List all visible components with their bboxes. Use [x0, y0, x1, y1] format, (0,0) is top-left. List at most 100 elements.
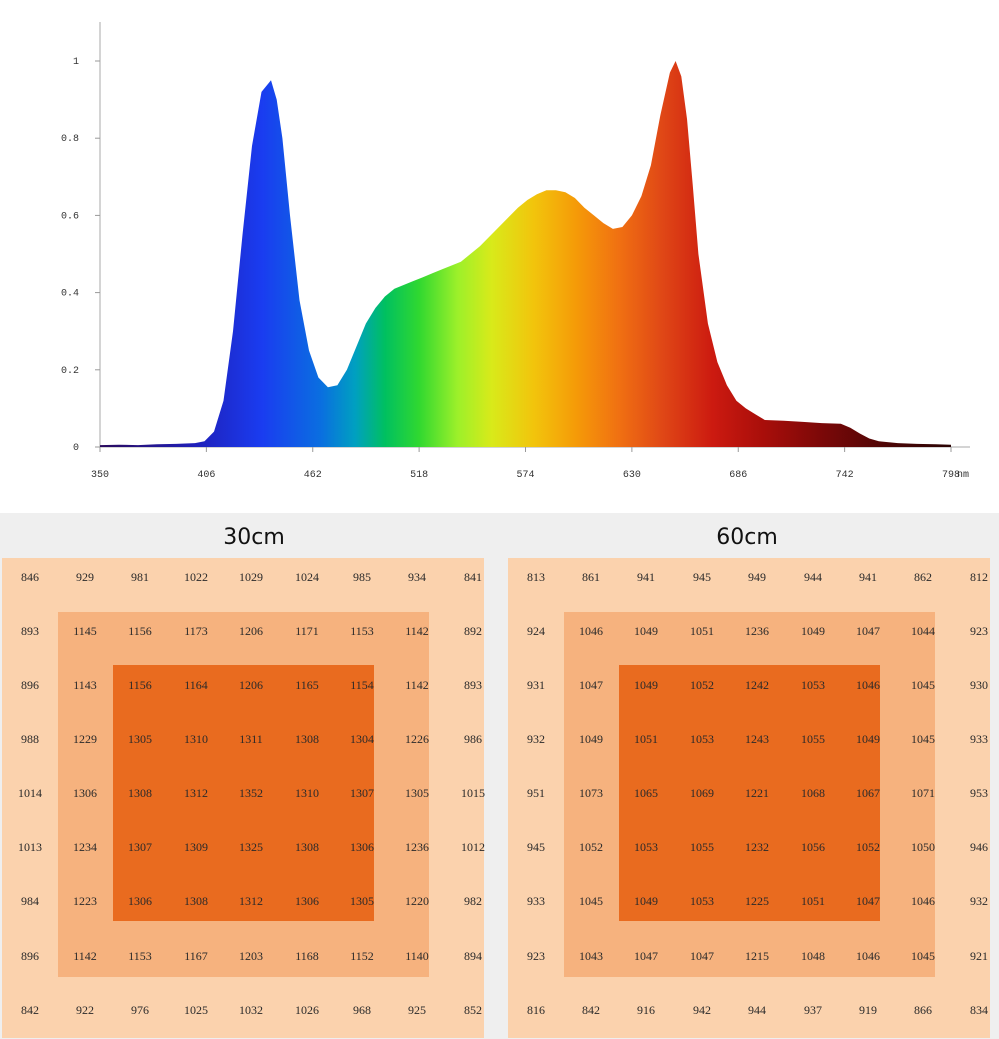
ppfd-cell: 982	[464, 894, 482, 908]
ppfd-cell: 1047	[634, 949, 658, 963]
ppfd-cell: 1306	[295, 894, 319, 908]
ppfd-cell: 1152	[350, 949, 374, 963]
irradiance-maps-panel: 30cm 60cm 846 929 981 1022 1029 1024 985 934 841…	[0, 513, 999, 1039]
ppfd-cell: 1052	[579, 840, 603, 854]
ppfd-cell: 1171	[295, 624, 319, 638]
ppfd-cell: 1308	[295, 840, 319, 854]
ppfd-cell: 1154	[350, 678, 374, 692]
ppfd-cell: 1053	[801, 678, 825, 692]
ppfd-cell: 976	[131, 1003, 149, 1017]
ppfd-cell: 1142	[73, 949, 97, 963]
ppfd-cell: 1167	[184, 949, 208, 963]
ppfd-cell: 1073	[579, 786, 603, 800]
ppfd-cell: 1165	[295, 678, 319, 692]
ppfd-cell: 1142	[405, 678, 429, 692]
ppfd-cell: 1140	[405, 949, 429, 963]
ppfd-cell: 812	[970, 570, 988, 584]
ppfd-cell: 816	[527, 1003, 545, 1017]
ppfd-cell: 1047	[856, 894, 880, 908]
ppfd-cell: 893	[464, 678, 482, 692]
ppfd-cell: 1306	[128, 894, 152, 908]
ppfd-cell: 1045	[911, 732, 935, 746]
ppfd-cell: 1014	[18, 786, 42, 800]
ppfd-cell: 1052	[856, 840, 880, 854]
ppfd-cell: 923	[970, 624, 988, 638]
ppfd-cell: 934	[408, 570, 426, 584]
ppfd-cell: 1053	[690, 894, 714, 908]
ppfd-cell: 896	[21, 678, 39, 692]
ppfd-cell: 894	[464, 949, 482, 963]
x-tick-label: 686	[729, 470, 747, 481]
ppfd-cell: 1143	[73, 678, 97, 692]
y-tick-label: 0.8	[61, 134, 79, 145]
ppfd-cell: 1046	[856, 678, 880, 692]
ppfd-cell: 1215	[745, 949, 769, 963]
ppfd-cell: 933	[527, 894, 545, 908]
ppfd-cell: 1025	[184, 1003, 208, 1017]
ppfd-cell: 945	[693, 570, 711, 584]
ppfd-cell: 1310	[184, 732, 208, 746]
ppfd-cell: 1164	[184, 678, 208, 692]
ppfd-cell: 1145	[73, 624, 97, 638]
ppfd-cell: 842	[21, 1003, 39, 1017]
ppfd-cell: 1044	[911, 624, 935, 638]
center-zone	[619, 665, 880, 921]
ppfd-cell: 1309	[184, 840, 208, 854]
ppfd-cell: 1013	[18, 840, 42, 854]
ppfd-cell: 1024	[295, 570, 319, 584]
ppfd-cell: 985	[353, 570, 371, 584]
ppfd-cell: 1310	[295, 786, 319, 800]
ppfd-cell: 924	[527, 624, 545, 638]
ppfd-cell: 1226	[405, 732, 429, 746]
ppfd-cell: 949	[748, 570, 766, 584]
ppfd-cell: 892	[464, 624, 482, 638]
ppfd-cell: 1071	[911, 786, 935, 800]
ppfd-cell: 942	[693, 1003, 711, 1017]
ppfd-cell: 1312	[239, 894, 263, 908]
y-tick-label: 0	[73, 443, 79, 454]
ppfd-cell: 834	[970, 1003, 988, 1017]
ppfd-cell: 930	[970, 678, 988, 692]
ppfd-cell: 1052	[690, 678, 714, 692]
ppfd-cell: 893	[21, 624, 39, 638]
grid-title-30cm: 30cm	[223, 525, 285, 550]
ppfd-cell: 1029	[239, 570, 263, 584]
ppfd-cell: 1049	[801, 624, 825, 638]
ppfd-cell: 951	[527, 786, 545, 800]
y-tick-label: 0.6	[61, 211, 79, 222]
ppfd-cell: 846	[21, 570, 39, 584]
ppfd-cell: 1047	[579, 678, 603, 692]
ppfd-cell: 862	[914, 570, 932, 584]
ppfd-cell: 1236	[745, 624, 769, 638]
ppfd-cell: 1308	[128, 786, 152, 800]
ppfd-cell: 841	[464, 570, 482, 584]
ppfd-cell: 944	[748, 1003, 766, 1017]
ppfd-cell: 1306	[350, 840, 374, 854]
ppfd-cell: 921	[970, 949, 988, 963]
ppfd-cell: 1225	[745, 894, 769, 908]
ppfd-cell: 1068	[801, 786, 825, 800]
ppfd-cell: 1069	[690, 786, 714, 800]
ppfd-cell: 1049	[579, 732, 603, 746]
ppfd-cell: 1046	[856, 949, 880, 963]
ppfd-cell: 1308	[295, 732, 319, 746]
ppfd-cell: 937	[804, 1003, 822, 1017]
ppfd-cell: 1045	[911, 678, 935, 692]
ppfd-cell: 1055	[690, 840, 714, 854]
ppfd-cell: 1050	[911, 840, 935, 854]
ppfd-cell: 1048	[801, 949, 825, 963]
ppfd-cell: 946	[970, 840, 988, 854]
ppfd-cell: 1173	[184, 624, 208, 638]
ppfd-cell: 1056	[801, 840, 825, 854]
x-tick-label: 406	[197, 470, 215, 481]
ppfd-cell: 1049	[856, 732, 880, 746]
ppfd-cell: 1221	[745, 786, 769, 800]
ppfd-cell: 852	[464, 1003, 482, 1017]
ppfd-cell: 1306	[73, 786, 97, 800]
ppfd-cell: 1032	[239, 1003, 263, 1017]
ppfd-cell: 1049	[634, 678, 658, 692]
ppfd-cell: 933	[970, 732, 988, 746]
ppfd-cell: 1232	[745, 840, 769, 854]
ppfd-cell: 1153	[128, 949, 152, 963]
ppfd-cell: 1046	[911, 894, 935, 908]
